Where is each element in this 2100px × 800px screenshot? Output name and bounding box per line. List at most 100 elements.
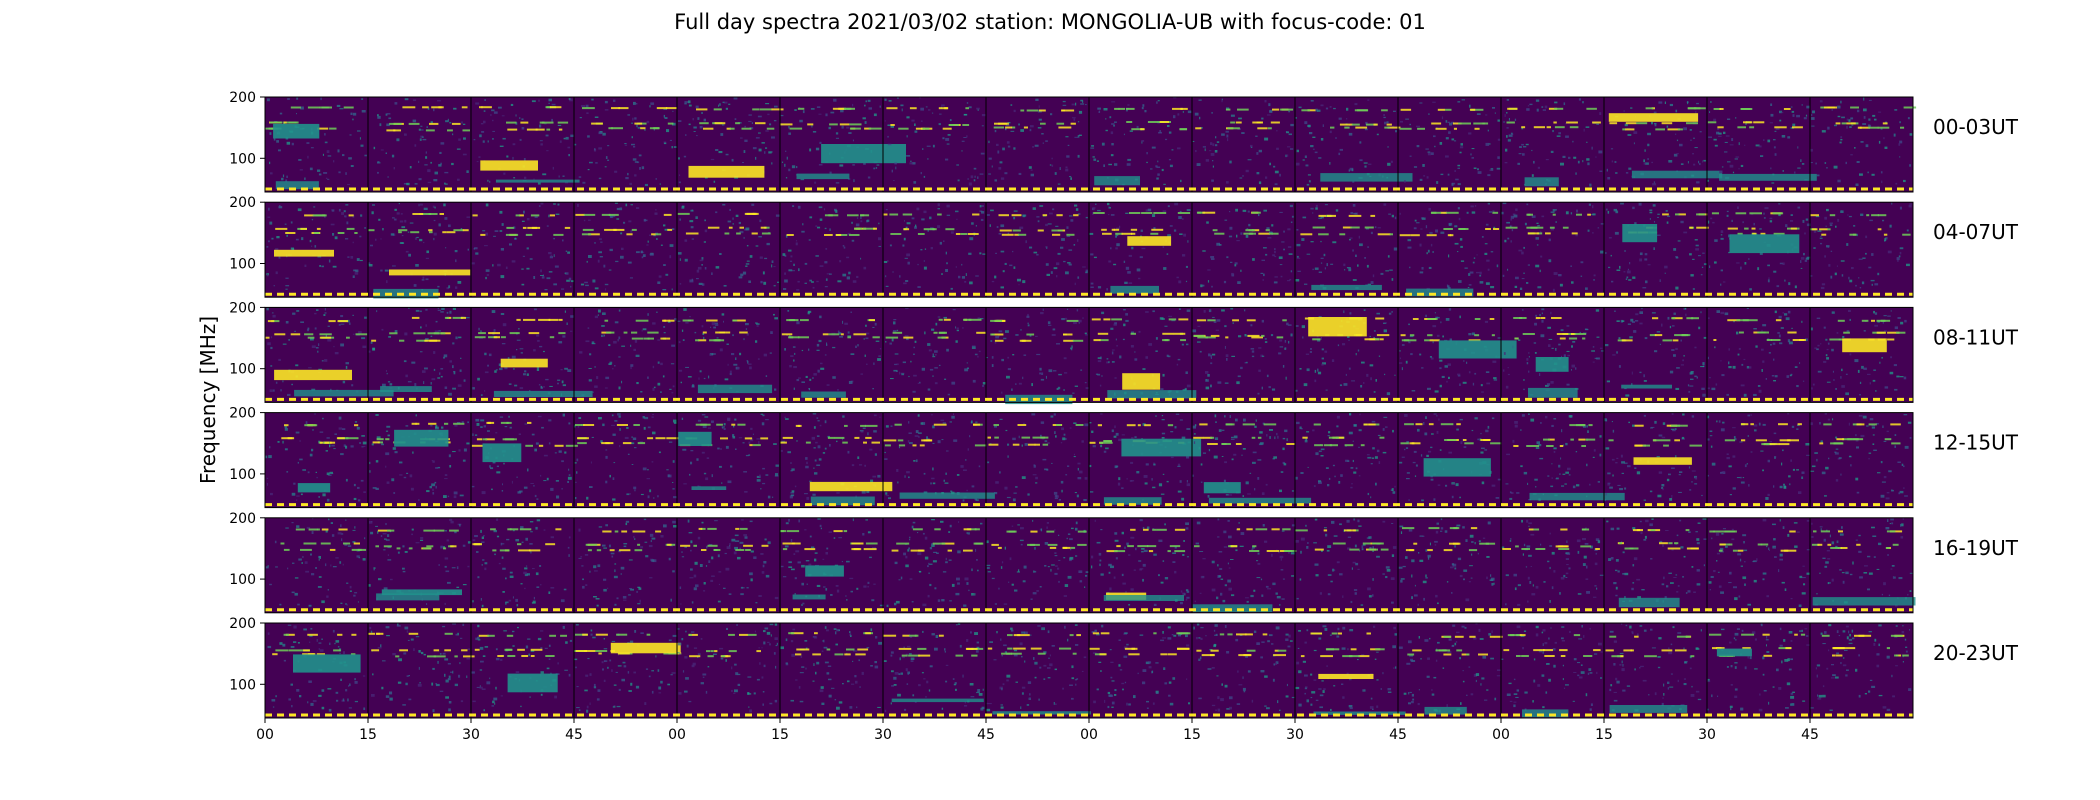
spectral-pixel bbox=[531, 100, 536, 103]
spectral-pixel bbox=[336, 104, 341, 107]
spectral-pixel bbox=[1166, 253, 1169, 255]
spectral-pixel bbox=[618, 415, 621, 418]
spectral-pixel bbox=[679, 218, 681, 221]
spectral-pixel bbox=[663, 114, 665, 118]
spectral-pixel bbox=[1690, 371, 1694, 375]
spectral-pixel bbox=[1051, 164, 1054, 167]
spectral-pixel bbox=[718, 151, 723, 154]
emission-band bbox=[1902, 233, 1911, 236]
interference-band bbox=[1719, 173, 1817, 181]
spectral-pixel bbox=[908, 375, 910, 378]
spectral-pixel bbox=[986, 214, 990, 216]
spectral-pixel bbox=[1066, 226, 1069, 229]
spectral-pixel bbox=[926, 145, 931, 147]
spectral-pixel bbox=[829, 444, 831, 447]
spectral-pixel bbox=[808, 388, 810, 390]
spectral-pixel bbox=[1477, 171, 1482, 174]
spectral-pixel bbox=[974, 175, 976, 178]
spectral-pixel bbox=[347, 256, 350, 258]
spectral-pixel bbox=[603, 334, 605, 337]
spectral-pixel bbox=[575, 497, 577, 500]
spectral-pixel bbox=[1485, 114, 1488, 116]
spectral-pixel bbox=[787, 310, 790, 312]
spectral-pixel bbox=[1445, 155, 1449, 158]
spectral-pixel bbox=[605, 480, 608, 484]
spectral-pixel bbox=[964, 281, 967, 283]
spectral-pixel bbox=[1738, 142, 1740, 146]
spectral-pixel bbox=[614, 170, 618, 173]
spectral-pixel bbox=[1270, 334, 1274, 337]
spectral-pixel bbox=[591, 341, 595, 344]
emission-band bbox=[1312, 226, 1318, 229]
spectral-pixel bbox=[979, 210, 983, 212]
spectral-pixel bbox=[376, 310, 378, 313]
emission-band bbox=[371, 339, 377, 342]
spectral-pixel bbox=[1329, 162, 1331, 165]
spectral-pixel bbox=[989, 224, 991, 227]
spectral-pixel bbox=[1090, 282, 1094, 285]
spectral-pixel bbox=[1160, 388, 1164, 390]
spectral-pixel bbox=[968, 106, 972, 109]
spectral-pixel bbox=[867, 176, 871, 179]
spectral-pixel bbox=[409, 474, 413, 478]
spectral-pixel bbox=[1874, 283, 1879, 286]
spectral-pixel bbox=[385, 465, 387, 468]
spectral-pixel bbox=[1894, 388, 1898, 391]
spectral-pixel bbox=[1264, 341, 1268, 343]
emission-band bbox=[1066, 233, 1075, 236]
spectral-pixel bbox=[1146, 152, 1148, 155]
spectral-pixel bbox=[487, 364, 489, 367]
emission-band bbox=[902, 213, 913, 216]
spectral-pixel bbox=[362, 441, 367, 445]
spectral-pixel bbox=[1029, 334, 1032, 337]
spectral-pixel bbox=[906, 135, 908, 138]
spectral-pixel bbox=[658, 275, 662, 278]
spectral-pixel bbox=[1800, 257, 1805, 260]
spectral-pixel bbox=[270, 346, 273, 350]
spectral-pixel bbox=[641, 166, 645, 170]
spectral-pixel bbox=[890, 125, 894, 128]
spectral-pixel bbox=[1421, 217, 1426, 220]
spectral-pixel bbox=[483, 120, 486, 124]
spectral-pixel bbox=[577, 425, 580, 428]
spectral-pixel bbox=[1877, 272, 1880, 276]
spectral-pixel bbox=[1161, 432, 1166, 435]
emission-band bbox=[764, 226, 770, 229]
emission-band bbox=[755, 122, 766, 125]
spectral-pixel bbox=[664, 142, 667, 145]
spectral-pixel bbox=[1010, 130, 1015, 132]
spectral-pixel bbox=[1731, 138, 1734, 141]
spectral-pixel bbox=[1715, 383, 1718, 386]
emission-band bbox=[1675, 213, 1680, 216]
emission-band bbox=[1672, 339, 1679, 342]
spectral-pixel bbox=[345, 172, 347, 175]
spectral-pixel bbox=[785, 234, 788, 238]
spectral-pixel bbox=[1533, 160, 1535, 164]
emission-band bbox=[1876, 331, 1886, 334]
spectral-pixel bbox=[1400, 120, 1403, 123]
spectral-pixel bbox=[286, 175, 288, 178]
spectral-pixel bbox=[1737, 206, 1739, 209]
spectral-pixel bbox=[1800, 159, 1802, 162]
spectral-pixel bbox=[744, 139, 748, 142]
spectral-pixel bbox=[1720, 311, 1725, 315]
emission-band bbox=[968, 318, 982, 321]
spectral-pixel bbox=[491, 310, 496, 313]
spectral-pixel bbox=[791, 270, 795, 272]
spectral-pixel bbox=[1541, 308, 1545, 311]
spectral-pixel bbox=[1531, 215, 1536, 218]
spectral-pixel bbox=[780, 449, 783, 452]
spectral-pixel bbox=[1430, 357, 1434, 360]
spectral-pixel bbox=[809, 480, 812, 482]
spectral-pixel bbox=[860, 430, 864, 433]
spectral-pixel bbox=[732, 223, 734, 225]
spectral-pixel bbox=[1044, 468, 1048, 471]
spectral-pixel bbox=[1035, 98, 1039, 101]
emission-band bbox=[1424, 339, 1430, 342]
spectral-pixel bbox=[1186, 343, 1189, 346]
spectral-pixel bbox=[1013, 147, 1016, 150]
spectral-pixel bbox=[1541, 312, 1543, 315]
spectral-pixel bbox=[1773, 380, 1776, 382]
spectral-pixel bbox=[663, 326, 666, 328]
spectral-pixel bbox=[771, 260, 774, 263]
